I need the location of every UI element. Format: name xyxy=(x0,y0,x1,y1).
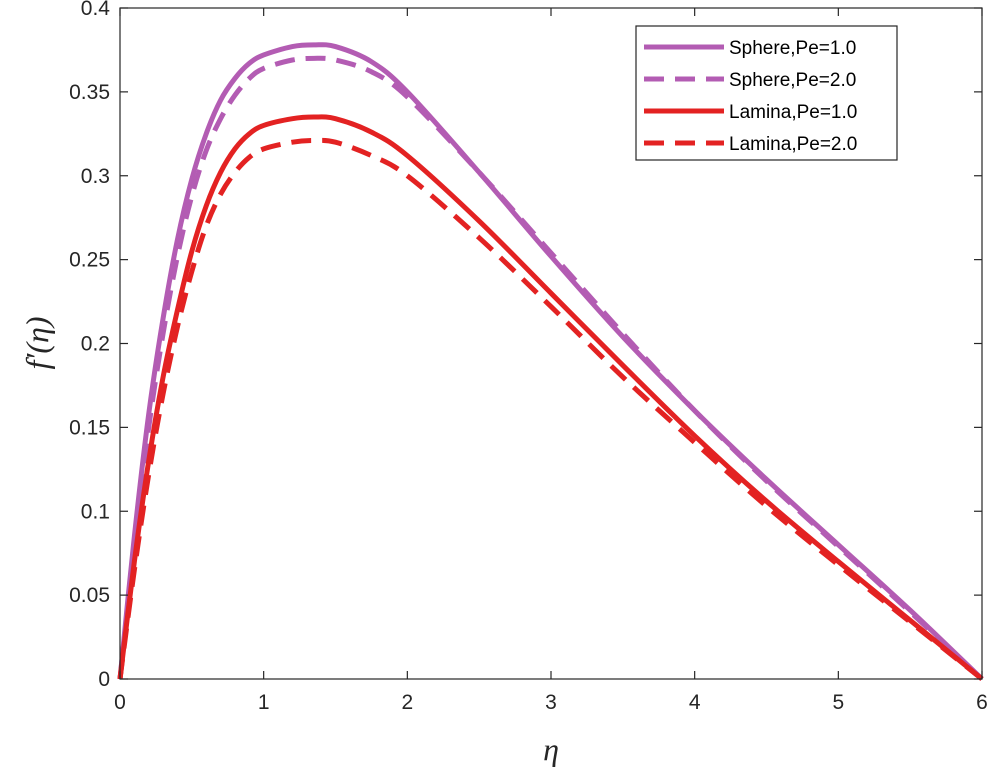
y-tick-label: 0.3 xyxy=(81,165,110,188)
x-tick-label: 2 xyxy=(401,691,413,714)
x-tick-label: 3 xyxy=(545,691,557,714)
legend-label: Sphere,Pe=2.0 xyxy=(729,70,856,91)
y-tick-label: 0.2 xyxy=(81,333,110,356)
legend-label: Lamina,Pe=1.0 xyxy=(729,102,857,123)
series-lines xyxy=(117,42,984,681)
y-tick-label: 0.1 xyxy=(81,500,110,523)
legend-label: Lamina,Pe=2.0 xyxy=(729,134,857,155)
y-tick-label: 0.05 xyxy=(69,584,110,607)
x-tick-label: 1 xyxy=(258,691,270,714)
y-axis-label: f′(η) xyxy=(19,316,55,369)
x-tick-label: 6 xyxy=(976,691,988,714)
y-tick-label: 0.4 xyxy=(81,0,111,20)
y-tick-label: 0.35 xyxy=(69,81,110,104)
series-line-3 xyxy=(117,114,984,681)
series-line-2 xyxy=(117,55,984,681)
legend-label: Sphere,Pe=1.0 xyxy=(729,38,856,59)
x-axis-label: η xyxy=(543,731,559,767)
x-tick-label: 5 xyxy=(832,691,844,714)
legend: Sphere,Pe=1.0 Sphere,Pe=2.0 Lamina,Pe=1.0 L… xyxy=(635,25,898,161)
x-tick-label: 4 xyxy=(689,691,701,714)
x-tick-label: 0 xyxy=(114,691,126,714)
y-tick-label: 0 xyxy=(98,668,110,691)
y-tick-label: 0.15 xyxy=(69,416,110,439)
series-line-4 xyxy=(117,137,984,681)
y-tick-label: 0.25 xyxy=(69,249,110,272)
axis-ticks: 0 1 2 3 4 5 6 0 0.05 0.1 0.15 0.2 0.25 0.3 0.35 0.4 xyxy=(69,0,988,714)
